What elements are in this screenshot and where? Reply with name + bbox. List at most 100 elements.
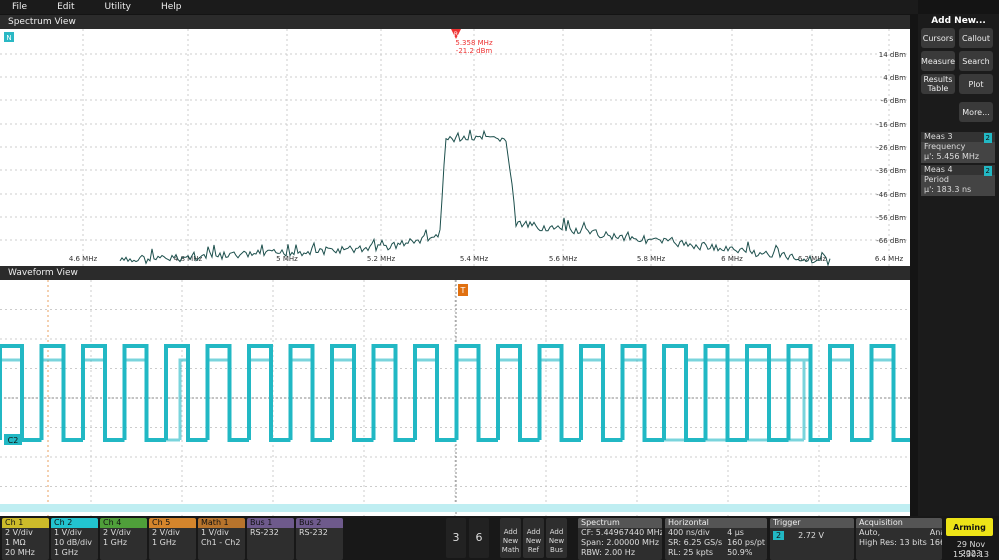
- trig-text: T: [460, 286, 466, 295]
- meas-label: Period: [924, 175, 949, 184]
- channel-line: 1 V/div: [201, 528, 229, 537]
- badge: [4, 32, 14, 42]
- spectrum-header: Spectrum View: [0, 15, 910, 29]
- channel-line: 10 dB/div: [54, 538, 93, 547]
- channel-line: 2 V/div: [103, 528, 131, 537]
- channel-box[interactable]: Bus 2 RS-232: [296, 518, 343, 560]
- counter[interactable]: 3: [446, 518, 466, 558]
- channel-line: Ch1 - Ch2: [201, 538, 241, 547]
- status[interactable]: Arming: [946, 518, 993, 536]
- waveform-plot: T C2: [0, 280, 910, 516]
- spectrum-body: CF: 5.44967440 MHz Span: 2.00000 MHz RBW: …: [578, 528, 662, 558]
- badge-text: N: [6, 34, 11, 42]
- marker-label: R: [454, 31, 458, 38]
- x-label: 6 MHz: [721, 255, 743, 263]
- ch-marker: [4, 434, 22, 445]
- channel-line: 1 GHz: [54, 548, 79, 557]
- meas-box: Meas 3 2 Frequency µ': 5.456 MHz: [921, 132, 995, 163]
- menu-item[interactable]: Help: [160, 2, 182, 12]
- meas-value: µ': 183.3 ns: [924, 185, 972, 194]
- counter[interactable]: 6: [469, 518, 489, 558]
- side-button[interactable]: Cursors: [921, 28, 955, 48]
- x-label: 4.8 MHz: [174, 255, 203, 263]
- add-new[interactable]: Add New Ref: [523, 518, 544, 558]
- menu-item[interactable]: Edit: [57, 2, 75, 12]
- x-label: 5.8 MHz: [637, 255, 666, 263]
- meas-box: Meas 4 2 Period µ': 183.3 ns: [921, 165, 995, 196]
- spectrum-trace: [119, 129, 831, 266]
- menu-bar: File Edit Utility Help: [0, 0, 918, 14]
- marker-freq: 5.358 MHz: [455, 39, 493, 47]
- y-label: 14 dBm: [879, 51, 906, 59]
- side-button[interactable]: More...: [959, 102, 993, 122]
- channel-name: Ch 5: [149, 518, 196, 528]
- channel-name: Bus 1: [247, 518, 294, 528]
- channel-line: 20 MHz: [5, 548, 35, 557]
- channel-line: 2 V/div: [5, 528, 33, 537]
- spectrum-title: Spectrum: [578, 518, 662, 528]
- add-new[interactable]: Add New Math: [500, 518, 521, 558]
- side-title: Add New...: [931, 16, 986, 26]
- side-button[interactable]: Plot: [959, 74, 993, 94]
- trigger-level: 2.72 V: [798, 531, 824, 540]
- horizontal-line: 400 ns/div: [668, 528, 710, 537]
- x-label: 5.4 MHz: [460, 255, 489, 263]
- y-label: -46 dBm: [876, 191, 906, 199]
- add-new[interactable]: Add New Bus: [546, 518, 567, 558]
- channel-name: Ch 4: [100, 518, 147, 528]
- y-label: -56 dBm: [876, 214, 906, 222]
- channel-box[interactable]: Bus 1 RS-232: [247, 518, 294, 560]
- trigger-title: Trigger: [770, 518, 854, 528]
- x-label: 6.4 MHz: [875, 255, 904, 263]
- y-label: -36 dBm: [876, 167, 906, 175]
- y-label: 4 dBm: [883, 74, 906, 82]
- horizontal-line: SR: 6.25 GS/s: [668, 538, 723, 547]
- acquisition-line: High Res: 13 bits: [859, 538, 927, 547]
- trig-box: [458, 284, 468, 296]
- channel-name: Bus 2: [296, 518, 343, 528]
- x-label: 5.2 MHz: [367, 255, 396, 263]
- side-button[interactable]: Measure: [921, 51, 955, 71]
- horizontal-line: RL: 25 kpts: [668, 548, 713, 557]
- spectrum-line: CF: 5.44967440 MHz: [581, 528, 662, 537]
- side-button[interactable]: Search: [959, 51, 993, 71]
- waveform-band: [0, 358, 910, 442]
- channel-line: 1 GHz: [152, 538, 177, 547]
- channel-line: 1 V/div: [54, 528, 82, 537]
- horizontal-box[interactable]: Horizontal 400 ns/div 4 µs SR: 6.25 GS/s 160…: [665, 518, 767, 560]
- side-button[interactable]: Results Table: [921, 74, 955, 94]
- acquisition-line: 166 Acqs: [929, 538, 942, 547]
- side-button[interactable]: Callout: [959, 28, 993, 48]
- date: 29 Nov 2023: [956, 540, 986, 558]
- menu-item[interactable]: Utility: [104, 2, 131, 12]
- acquisition-body: Auto, AnalyzeHigh Res: 13 bits166 Acqs: [856, 528, 942, 548]
- acquisition-title: Acquisition: [856, 518, 942, 528]
- x-label: 5 MHz: [276, 255, 298, 263]
- meas-name: Meas 3: [921, 132, 995, 142]
- horizontal-title: Horizontal: [665, 518, 767, 528]
- channel-line: 2 V/div: [152, 528, 180, 537]
- horizontal-line: 4 µs: [727, 528, 744, 537]
- menu-item[interactable]: File: [12, 2, 28, 12]
- horizontal-line: 50.9%: [727, 548, 753, 557]
- side-panel: Add New... Cursors Callout Measure Search Re…: [918, 14, 999, 516]
- meas-name: Meas 4: [921, 165, 995, 175]
- spectrum-box[interactable]: Spectrum CF: 5.44967440 MHz Span: 2.00000 …: [578, 518, 662, 560]
- channel-name: Ch 1: [2, 518, 49, 528]
- horizontal-body: 400 ns/div 4 µs SR: 6.25 GS/s 160 ps/pt RL: …: [665, 528, 767, 558]
- horizontal-line: 160 ps/pt: [727, 538, 766, 547]
- channel-name: Math 1: [198, 518, 245, 528]
- channel-name: Ch 2: [51, 518, 98, 528]
- trigger-box[interactable]: Trigger 2 2.72 V: [770, 518, 854, 560]
- waveform-header: Waveform View: [0, 266, 910, 280]
- acquisition-line: Analyze: [929, 528, 942, 537]
- x-label: 5.6 MHz: [549, 255, 578, 263]
